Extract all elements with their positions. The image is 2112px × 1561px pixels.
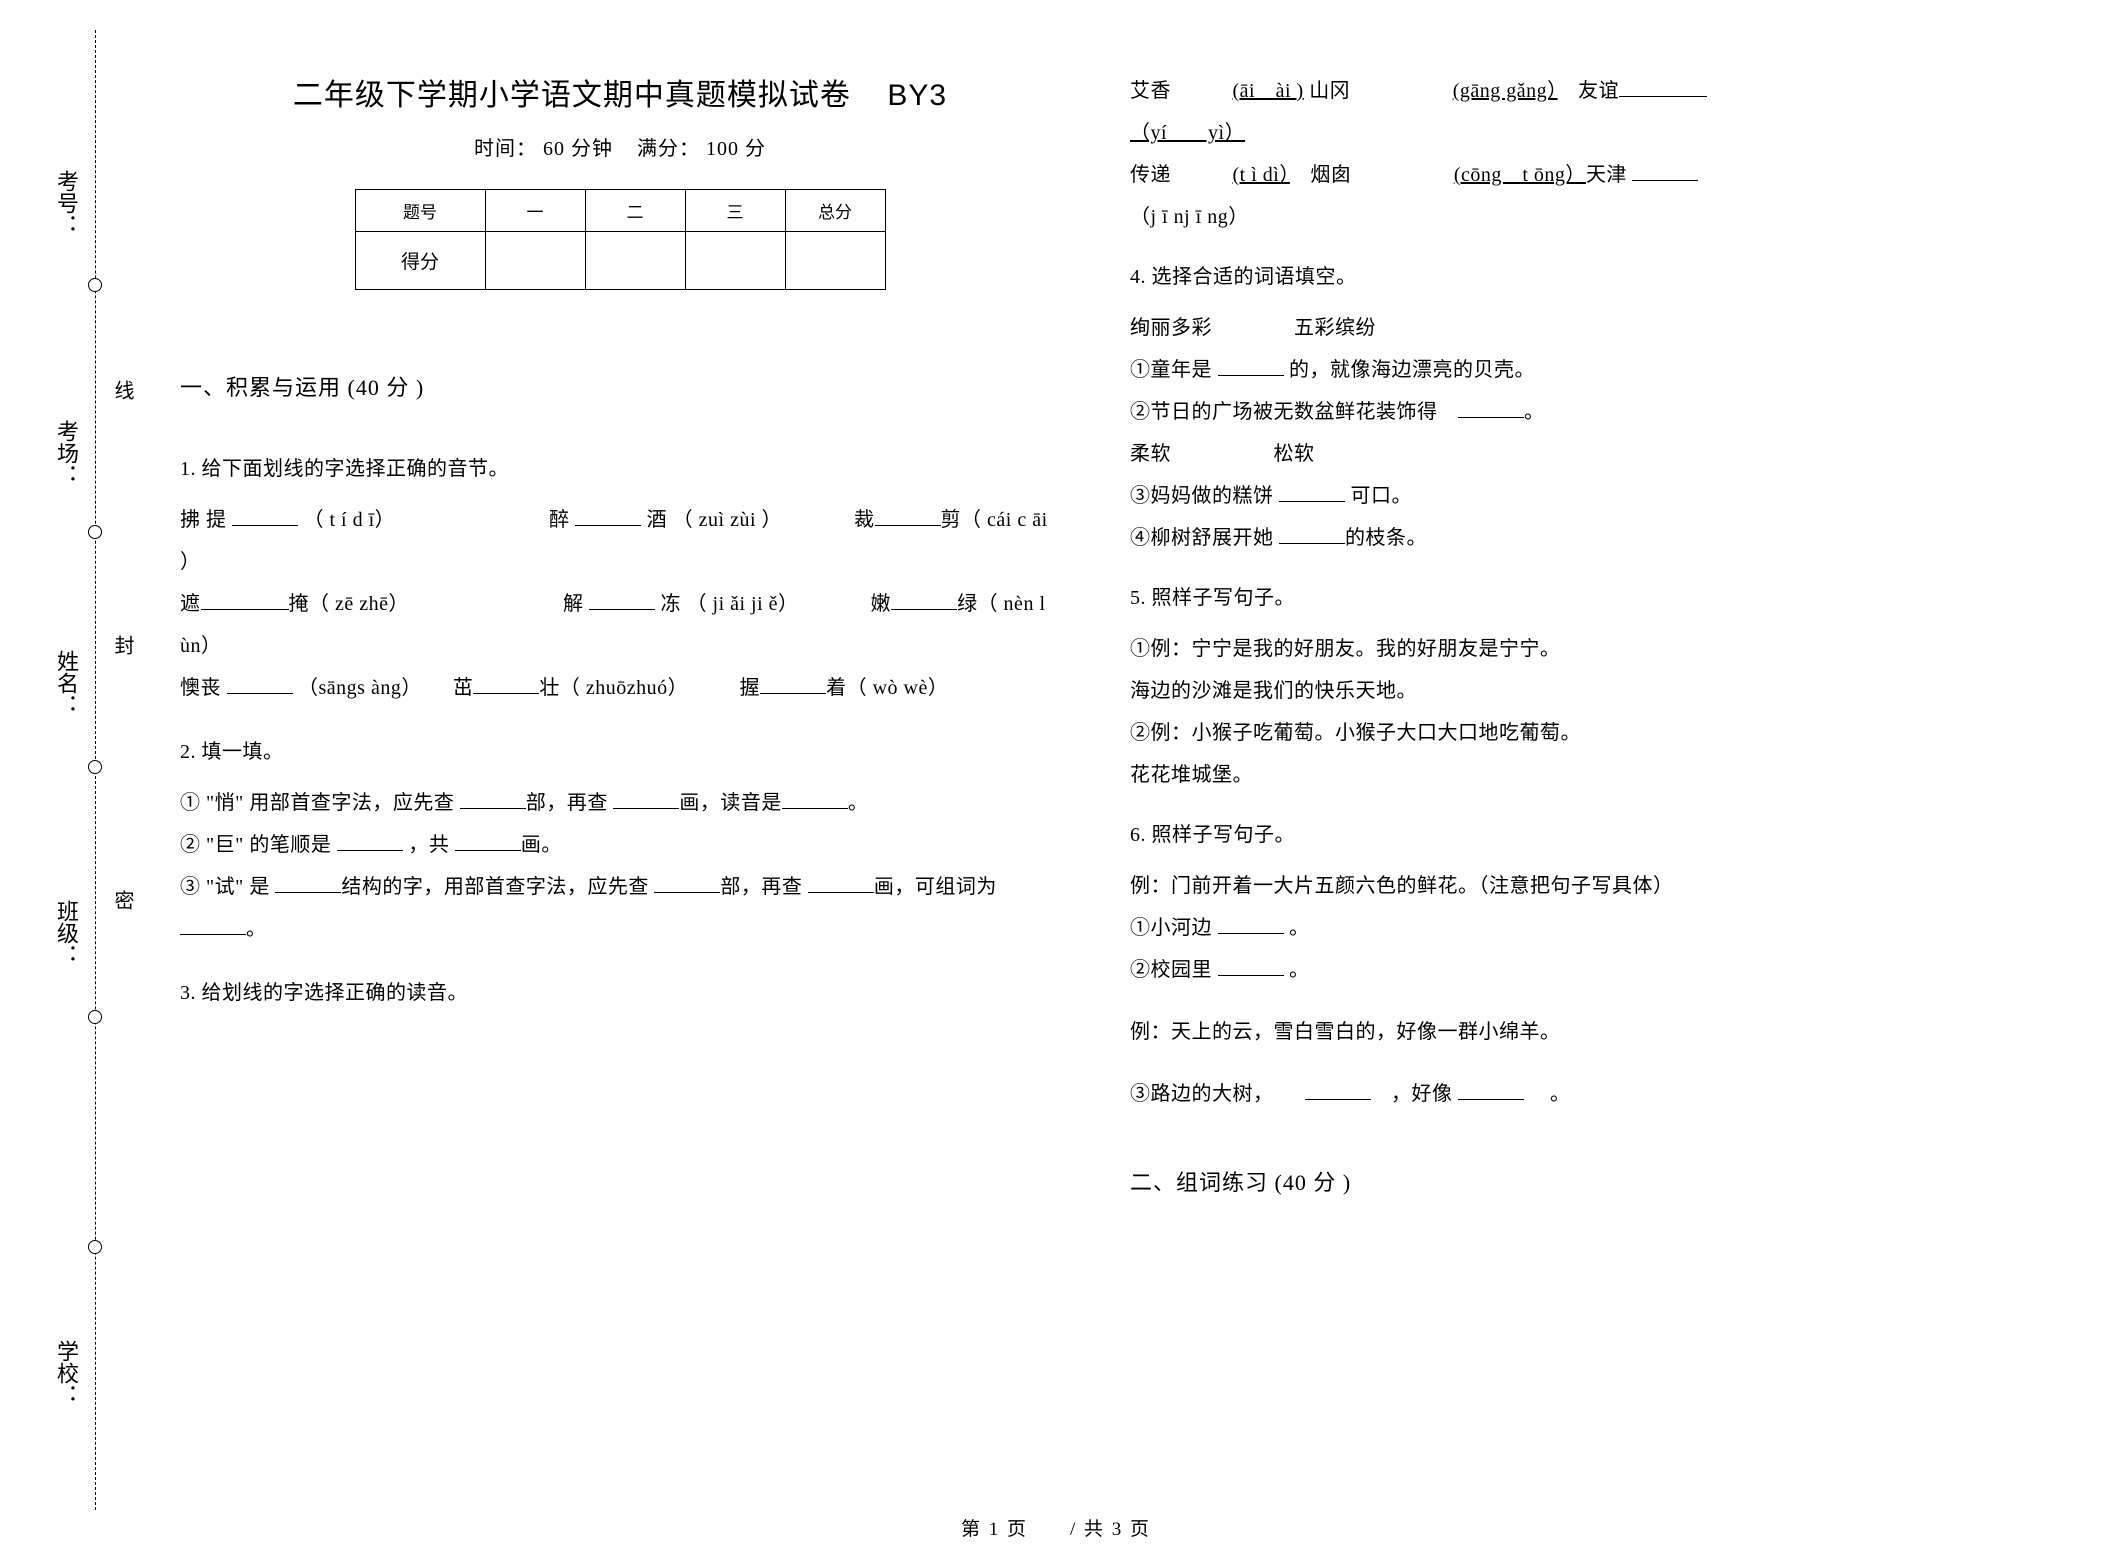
- time-label: 时间：: [474, 138, 537, 160]
- q5-line-2: ②例：小猴子吃葡萄。小猴子大口大口地吃葡萄。: [1130, 712, 2010, 754]
- q3r-line-2: 传递 (t ì dì） 烟囱 (cōng t ōng）天津: [1130, 154, 2010, 196]
- td-2: [585, 232, 685, 290]
- score-table: 题号 一 二 三 总分 得分: [355, 189, 886, 290]
- q4-body: 绚丽多彩 五彩缤纷 ①童年是 的，就像海边漂亮的贝壳。 ②节日的广场被无数盆鲜花…: [1130, 307, 2010, 559]
- full-value: 100 分: [706, 138, 766, 160]
- q4-line-0: 绚丽多彩 五彩缤纷: [1130, 307, 2010, 349]
- q6-line-4: 例：天上的云，雪白雪白的，好像一群小绵羊。: [1130, 1011, 2010, 1053]
- score-table-header-row: 题号 一 二 三 总分: [355, 190, 885, 232]
- page-footer: 第 1 页 / 共 3 页: [0, 1514, 2112, 1541]
- q2-line-0: ① "悄" 用部首查字法，应先查 部，再查 画，读音是。: [180, 782, 1060, 824]
- q3r-line-1: （yí yì）: [1130, 112, 2010, 154]
- exam-title: 二年级下学期小学语文期中真题模拟试卷 BY3: [180, 70, 1060, 114]
- q6-line-2: ②校园里 。: [1130, 949, 2010, 991]
- q2-label: 2. 填一填。: [180, 735, 1060, 764]
- th-total: 总分: [785, 190, 885, 232]
- q1-label: 1. 给下面划线的字选择正确的音节。: [180, 452, 1060, 481]
- score-table-score-row: 得分: [355, 232, 885, 290]
- q5-line-1: 海边的沙滩是我们的快乐天地。: [1130, 670, 2010, 712]
- binding-label-class: 班级：: [50, 900, 82, 966]
- q2-line-2: ③ "试" 是 结构的字，用部首查字法，应先查 部，再查 画，可组词为 。: [180, 866, 1060, 950]
- q4-label: 4. 选择合适的词语填空。: [1130, 260, 2010, 289]
- q4-line-3: 柔软 松软: [1130, 433, 2010, 475]
- q6-line-6: ③路边的大树， ，好像 。: [1130, 1073, 2010, 1115]
- q6-line-5: [1130, 1053, 2010, 1073]
- binding-label-school: 学校：: [50, 1340, 82, 1406]
- binding-label-name: 姓名：: [50, 650, 82, 716]
- th-label: 题号: [355, 190, 485, 232]
- seal-feng: 封: [108, 635, 137, 655]
- binding-dot-1: [88, 278, 102, 292]
- exam-subtitle: 时间： 60 分钟 满分： 100 分: [180, 132, 1060, 161]
- binding-label-room: 考场：: [50, 420, 82, 486]
- q3-label: 3. 给划线的字选择正确的读音。: [180, 976, 1060, 1005]
- right-column: 艾香 (āi ài ) 山冈 (gāng gǎng） 友谊 （yí yì） 传递…: [1130, 70, 2010, 1450]
- binding-label-exam-id: 考号：: [50, 170, 82, 236]
- q6-line-1: ①小河边 。: [1130, 907, 2010, 949]
- binding-dot-2: [88, 525, 102, 539]
- q6-line-3: [1130, 991, 2010, 1011]
- q4-line-2: ②节日的广场被无数盆鲜花装饰得 。: [1130, 391, 2010, 433]
- q5-line-3: 花花堆城堡。: [1130, 754, 2010, 796]
- page-content: 二年级下学期小学语文期中真题模拟试卷 BY3 时间： 60 分钟 满分： 100…: [180, 70, 2060, 1450]
- exam-code: BY3: [887, 79, 947, 112]
- q2-line-1: ② "巨" 的笔顺是 ，共 画。: [180, 824, 1060, 866]
- q6-line-0: 例：门前开着一大片五颜六色的鲜花。（注意把句子写具体）: [1130, 865, 2010, 907]
- q3r-line-0: 艾香 (āi ài ) 山冈 (gāng gǎng） 友谊: [1130, 70, 2010, 112]
- q5-label: 5. 照样子写句子。: [1130, 581, 2010, 610]
- th-3: 三: [685, 190, 785, 232]
- q3r-line-3: （j ī nj ī ng）: [1130, 196, 2010, 238]
- q1-body: 拂 提 （ t í d ī） 醉 酒 （ zuì zùi ） 裁剪（ cái c…: [180, 499, 1060, 709]
- full-label: 满分：: [637, 138, 700, 160]
- q6-body: 例：门前开着一大片五颜六色的鲜花。（注意把句子写具体） ①小河边 。 ②校园里 …: [1130, 865, 2010, 1115]
- q6-label: 6. 照样子写句子。: [1130, 818, 2010, 847]
- seal-xian: 线: [108, 380, 137, 400]
- th-1: 一: [485, 190, 585, 232]
- time-value: 60 分钟: [543, 138, 613, 160]
- q4-line-4: ③妈妈做的糕饼 可口。: [1130, 475, 2010, 517]
- td-total: [785, 232, 885, 290]
- binding-dot-4: [88, 1010, 102, 1024]
- binding-dot-3: [88, 760, 102, 774]
- td-3: [685, 232, 785, 290]
- section-2-title: 二、组词练习 (40 分 ): [1130, 1165, 2010, 1197]
- q3-body-right: 艾香 (āi ài ) 山冈 (gāng gǎng） 友谊 （yí yì） 传递…: [1130, 70, 2010, 238]
- q1-line-1: 遮掩（ zē zhē） 解 冻 （ ji ǎi ji ě） 嫩绿（ nèn l …: [180, 583, 1060, 667]
- q2-body: ① "悄" 用部首查字法，应先查 部，再查 画，读音是。 ② "巨" 的笔顺是 …: [180, 782, 1060, 950]
- section-1-title: 一、积累与运用 (40 分 ): [180, 370, 1060, 402]
- q1-line-2: 懊丧 （sāngs àng） 茁壮（ zhuōzhuó） 握着（ wò wè）: [180, 667, 1060, 709]
- q5-line-0: ①例：宁宁是我的好朋友。我的好朋友是宁宁。: [1130, 628, 2010, 670]
- q5-body: ①例：宁宁是我的好朋友。我的好朋友是宁宁。 海边的沙滩是我们的快乐天地。 ②例：…: [1130, 628, 2010, 796]
- q4-line-1: ①童年是 的，就像海边漂亮的贝壳。: [1130, 349, 2010, 391]
- seal-mi: 密: [108, 890, 137, 910]
- th-2: 二: [585, 190, 685, 232]
- binding-dot-5: [88, 1240, 102, 1254]
- q4-line-5: ④柳树舒展开她 的枝条。: [1130, 517, 2010, 559]
- td-1: [485, 232, 585, 290]
- td-label: 得分: [355, 232, 485, 290]
- q1-line-0: 拂 提 （ t í d ī） 醉 酒 （ zuì zùi ） 裁剪（ cái c…: [180, 499, 1060, 583]
- left-column: 二年级下学期小学语文期中真题模拟试卷 BY3 时间： 60 分钟 满分： 100…: [180, 70, 1060, 1450]
- exam-title-text: 二年级下学期小学语文期中真题模拟试卷: [293, 79, 851, 112]
